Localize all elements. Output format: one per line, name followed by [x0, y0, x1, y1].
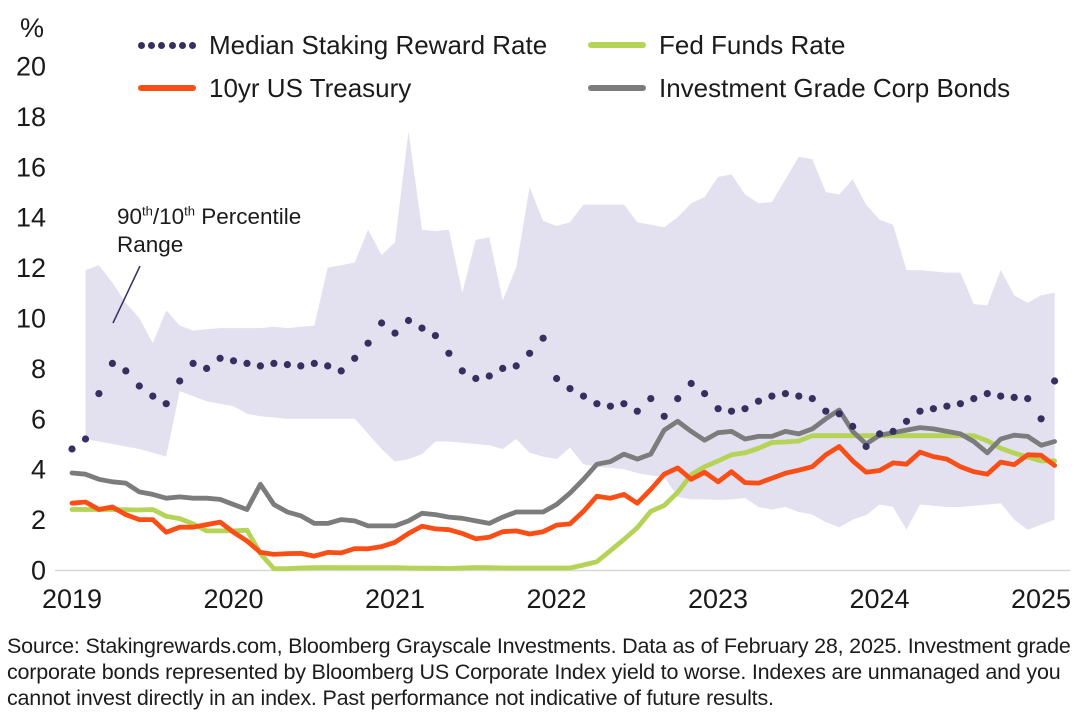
- legend-dot: [158, 41, 166, 49]
- dotted-line-swatch-icon: [138, 41, 196, 49]
- series-line-10yr-us-treasury: [69, 444, 1057, 559]
- x-tick-label: 2024: [849, 584, 909, 614]
- legend-item-10yr-treasury: 10yr US Treasury: [138, 74, 411, 102]
- percentile-range-annotation: 90th/10th Percentile Range: [117, 203, 302, 257]
- x-tick-label: 2020: [203, 584, 263, 614]
- legend-dot: [148, 41, 156, 49]
- legend-label: Fed Funds Rate: [659, 30, 846, 60]
- legend-item-fed-funds: Fed Funds Rate: [588, 31, 845, 59]
- legend-label: Median Staking Reward Rate: [209, 30, 548, 60]
- y-tick-label: 20: [16, 52, 46, 82]
- legend-dot: [188, 41, 196, 49]
- legend-label: Investment Grade Corp Bonds: [659, 73, 1011, 103]
- source-disclaimer-text: Source: Stakingrewards.com, Bloomberg Gr…: [7, 634, 1071, 710]
- series-dots-median-staking: [68, 316, 1059, 453]
- annotation-pointer-line: [112, 265, 141, 324]
- legend-label: 10yr US Treasury: [209, 73, 412, 103]
- x-tick-label: 2022: [526, 584, 586, 614]
- y-tick-label: 18: [16, 102, 46, 132]
- x-tick-label: 2023: [688, 584, 748, 614]
- legend-dot: [178, 41, 186, 49]
- x-tick-label: 2019: [42, 584, 102, 614]
- y-tick-label: 14: [16, 203, 46, 233]
- y-tick-label: 8: [31, 354, 46, 384]
- legend-item-ig-corp-bonds: Investment Grade Corp Bonds: [588, 74, 1010, 102]
- percentile-band: [85, 131, 1055, 530]
- series-line-fed-funds-rate: [69, 433, 1057, 572]
- y-tick-label: 16: [16, 152, 46, 182]
- y-tick-label: 0: [31, 556, 46, 586]
- legend-dot: [168, 41, 176, 49]
- y-tick-label: 4: [31, 455, 46, 485]
- y-tick-label: 2: [31, 505, 46, 535]
- legend-item-median-staking: Median Staking Reward Rate: [138, 31, 547, 59]
- green-line-swatch-icon: [588, 42, 646, 48]
- y-tick-label: 10: [16, 304, 46, 334]
- x-tick-label: 2025: [1011, 584, 1071, 614]
- y-axis-unit-label: %: [20, 13, 44, 43]
- x-tick-label: 2021: [365, 584, 425, 614]
- gray-line-swatch-icon: [588, 85, 646, 91]
- y-tick-label: 6: [31, 404, 46, 434]
- chart-canvas: 0 2 4 6 8 10 12 14 16 18 20% 2019 2020 2021 2022 2023 20…: [16, 13, 1071, 614]
- y-tick-label: 12: [16, 253, 46, 283]
- legend-dot: [138, 41, 145, 49]
- orange-line-swatch-icon: [138, 85, 196, 91]
